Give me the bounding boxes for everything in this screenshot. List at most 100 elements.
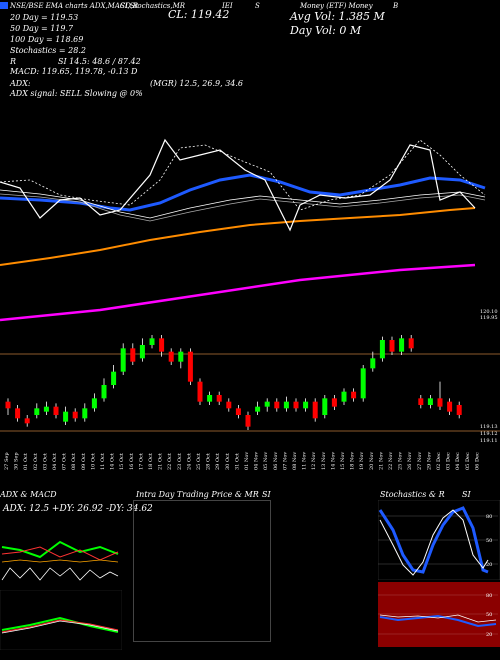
rsi-white-line — [379, 614, 497, 623]
candle-body — [341, 391, 347, 402]
candle-body — [226, 401, 232, 409]
stoch-label-50: 50 — [486, 538, 492, 544]
candle-body — [197, 381, 203, 402]
x-tick-label: 04 Oct — [52, 453, 58, 470]
rsi-label-80: 80 — [486, 593, 492, 599]
stochastics-label: Stochastics = 28.2 — [10, 46, 86, 55]
x-tick-label: 04 Dec — [455, 452, 461, 470]
candle-body — [293, 401, 299, 409]
x-tick-label: 03 Dec — [446, 452, 452, 470]
intraday-title: Intra Day Trading Price & MR — [136, 490, 259, 499]
candle-body — [437, 398, 443, 407]
ema20-label: 20 Day = 119.53 — [10, 13, 79, 22]
candle-body — [168, 351, 174, 362]
price-label-bottom-3: 119.11 — [480, 438, 498, 444]
rsi-background — [378, 582, 500, 647]
candle-body — [130, 348, 136, 362]
candle-body — [120, 348, 126, 372]
symbol-fragment: IEI — [222, 2, 233, 10]
x-tick-label: 08 Nov — [292, 452, 298, 470]
x-tick-label: 10 Oct — [90, 453, 96, 470]
avg-volume: Avg Vol: 1.385 M — [290, 10, 385, 23]
macd-white-line — [1, 620, 119, 634]
adx-chart — [1, 540, 119, 581]
candle-body — [34, 408, 40, 415]
stoch-white-line — [379, 509, 489, 576]
candle-body — [427, 398, 433, 405]
adx-label: ADX: — [10, 79, 31, 88]
si-prefix: R — [10, 57, 17, 66]
rsi-label-50: 50 — [486, 612, 492, 618]
x-tick-label: 22 Oct — [167, 453, 173, 470]
candle-body — [312, 401, 318, 419]
candle-body — [331, 398, 337, 407]
candle-body — [389, 340, 395, 352]
ema-mid-blue — [0, 173, 486, 212]
x-tick-label: 05 Dec — [465, 452, 471, 470]
intraday-si: SI — [262, 490, 271, 499]
rsi-chart: 80 50 20 — [378, 582, 500, 647]
x-tick-label: 29 Nov — [426, 452, 432, 470]
macd-green-line — [1, 616, 119, 633]
candle-body — [245, 415, 251, 427]
x-axis-ticks: 27 Sep 30 Sep 01 Oct 02 Oct 03 Oct 04 Oct 07 O… — [4, 452, 480, 470]
x-tick-label: 08 Oct — [71, 453, 77, 470]
x-tick-label: 27 Nov — [417, 452, 423, 470]
si-label: SI 14.5: 48.6 / 87.42 — [58, 57, 141, 66]
candle-body — [15, 408, 21, 419]
x-tick-label: 04 Nov — [254, 452, 260, 470]
bottom-panels: ADX & MACD ADX: 12.5 +DY: 26.92 -DY: 34.… — [0, 490, 500, 660]
candle-body — [43, 406, 49, 412]
candle-body — [72, 411, 78, 419]
stoch-label-80: 80 — [486, 514, 492, 520]
adx-panel: ADX: 12.5 +DY: 26.92 -DY: 34.62 — [0, 502, 153, 582]
main-price-chart: 27 Sep 30 Sep 01 Oct 02 Oct 03 Oct 04 Oct 07 O… — [0, 138, 500, 470]
x-tick-label: 22 Nov — [388, 452, 394, 470]
candle-body — [418, 398, 424, 405]
candle-body — [91, 398, 97, 409]
candle-body — [235, 408, 241, 415]
x-tick-label: 06 Nov — [273, 452, 279, 470]
intraday-panel — [133, 500, 271, 642]
x-tick-label: 20 Nov — [369, 452, 375, 470]
x-tick-label: 03 Oct — [42, 453, 48, 470]
candle-body — [63, 411, 69, 422]
stoch-mr-label: SI,Stochastics,MR — [120, 2, 186, 10]
candle-body — [139, 345, 145, 359]
candle-body — [274, 401, 280, 409]
x-tick-label: 25 Oct — [196, 453, 202, 470]
stochastics-chart: 80 50 20 — [378, 500, 500, 580]
sector-label: Money (ETF) Money — [300, 2, 373, 10]
fragment-b: B — [393, 2, 399, 10]
rsi-label-20: 20 — [486, 632, 492, 638]
candle-body — [447, 401, 453, 412]
ema50-label: 50 Day = 119.7 — [10, 24, 74, 33]
x-tick-label: 15 Oct — [119, 453, 125, 470]
price-label-top-2: 119.95 — [480, 315, 498, 321]
x-tick-label: 23 Oct — [177, 453, 183, 470]
ema-long-magenta — [0, 263, 476, 322]
candle-body — [360, 368, 366, 399]
x-tick-label: 09 Oct — [81, 453, 87, 470]
candle-body — [408, 338, 414, 349]
x-tick-label: 14 Oct — [110, 453, 116, 470]
x-tick-label: 07 Oct — [62, 453, 68, 470]
candle-body — [178, 351, 184, 362]
ticker-line: NSE/BSE EMA charts ADX,MACD,R — [10, 2, 139, 10]
price-label-bottom-1: 119.13 — [480, 424, 498, 430]
x-tick-label: 30 Sep — [14, 452, 20, 470]
candle-body — [24, 418, 30, 424]
adx-signal: ADX signal: SELL Slowing @ 0% — [10, 89, 143, 98]
x-tick-label: 15 Nov — [340, 452, 346, 470]
candle-body — [5, 401, 11, 409]
price-label-top-1: 120.10 — [480, 309, 498, 315]
candle-body — [456, 405, 462, 415]
candle-body — [351, 391, 357, 399]
x-tick-label: 21 Oct — [158, 453, 164, 470]
x-tick-label: 25 Nov — [398, 452, 404, 470]
x-tick-label: 21 Nov — [378, 452, 384, 470]
stoch-label-20: 20 — [486, 562, 492, 568]
candle-body — [322, 398, 328, 415]
x-tick-label: 11 Oct — [100, 453, 106, 470]
candle-body — [187, 351, 193, 382]
